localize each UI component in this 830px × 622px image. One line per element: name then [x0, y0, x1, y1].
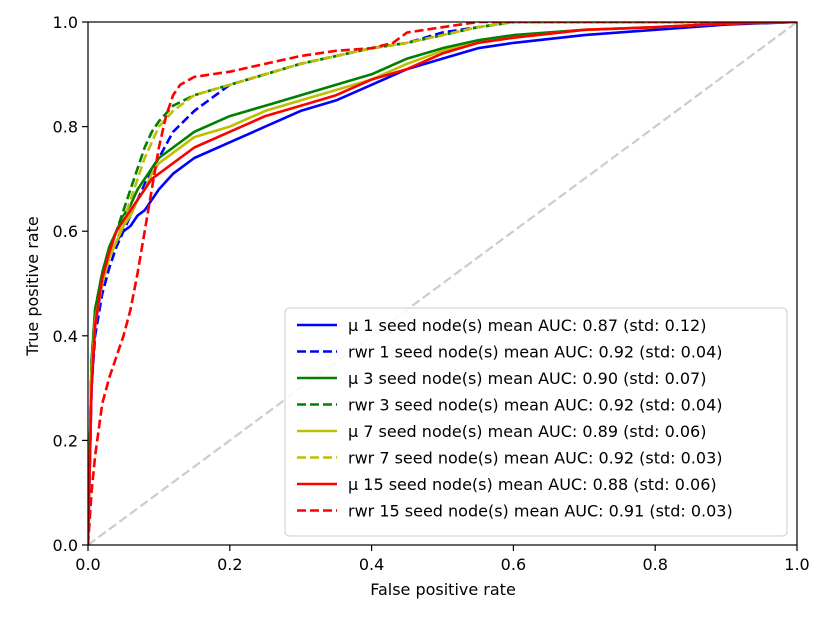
legend-entry-label: rwr 7 seed node(s) mean AUC: 0.92 (std: … — [348, 449, 723, 468]
plot-frame — [87, 21, 798, 546]
y-tick-label: 0.4 — [53, 327, 78, 346]
legend-entry-label: rwr 15 seed node(s) mean AUC: 0.91 (std:… — [348, 502, 733, 521]
y-tick-label: 1.0 — [53, 13, 78, 32]
x-tick-label: 0.8 — [642, 555, 667, 574]
legend-entry-label: μ 1 seed node(s) mean AUC: 0.87 (std: 0.… — [348, 316, 706, 335]
series-line-6 — [88, 22, 797, 545]
legend-entry-label: μ 15 seed node(s) mean AUC: 0.88 (std: 0… — [348, 475, 717, 494]
y-tick-label: 0.8 — [53, 118, 78, 137]
x-tick-label: 0.2 — [217, 555, 242, 574]
y-tick-label: 0.2 — [53, 431, 78, 450]
y-axis-title: True positive rate — [23, 216, 42, 356]
x-tick-label: 0.0 — [75, 555, 100, 574]
x-tick-label: 0.4 — [359, 555, 384, 574]
x-axis-title: False positive rate — [370, 580, 516, 599]
legend-box — [284, 307, 788, 537]
series-line-7 — [88, 22, 797, 545]
legend-entry-label: μ 3 seed node(s) mean AUC: 0.90 (std: 0.… — [348, 369, 706, 388]
series-line-4 — [88, 22, 797, 545]
legend-entry-label: μ 7 seed node(s) mean AUC: 0.89 (std: 0.… — [348, 422, 706, 441]
y-tick-label: 0.0 — [53, 536, 78, 555]
x-tick-label: 0.6 — [501, 555, 526, 574]
x-tick-label: 1.0 — [784, 555, 809, 574]
y-tick-label: 0.6 — [53, 222, 78, 241]
legend-entry-label: rwr 1 seed node(s) mean AUC: 0.92 (std: … — [348, 343, 723, 362]
chance-diagonal-line — [88, 22, 797, 545]
legend-entry-label: rwr 3 seed node(s) mean AUC: 0.92 (std: … — [348, 396, 723, 415]
